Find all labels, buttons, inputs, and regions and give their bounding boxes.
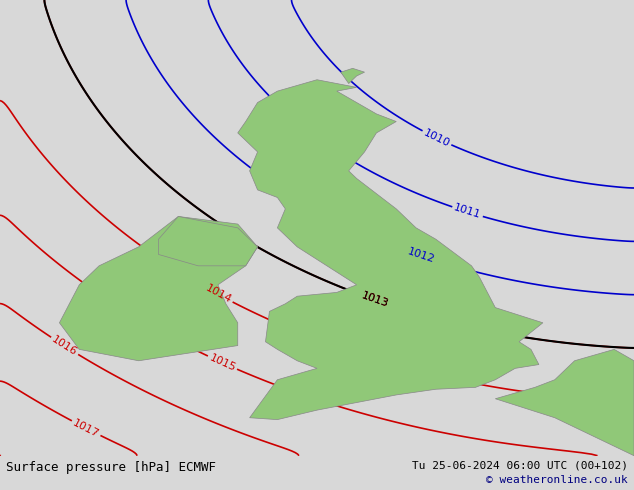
Text: 1011: 1011 (453, 203, 482, 221)
Text: 1016: 1016 (50, 334, 79, 358)
Text: Tu 25-06-2024 06:00 UTC (00+102): Tu 25-06-2024 06:00 UTC (00+102) (411, 460, 628, 470)
Polygon shape (238, 80, 543, 419)
Polygon shape (495, 349, 634, 456)
Polygon shape (158, 217, 257, 266)
Text: 1012: 1012 (406, 247, 436, 265)
Text: 1015: 1015 (207, 352, 237, 373)
Text: Surface pressure [hPa] ECMWF: Surface pressure [hPa] ECMWF (6, 461, 216, 474)
Text: 1010: 1010 (422, 127, 451, 149)
Polygon shape (341, 68, 365, 84)
Text: © weatheronline.co.uk: © weatheronline.co.uk (486, 475, 628, 486)
Text: 1014: 1014 (204, 283, 233, 306)
Text: 1017: 1017 (71, 417, 101, 439)
Polygon shape (60, 217, 257, 361)
Text: 1013: 1013 (361, 291, 390, 309)
Text: 1013: 1013 (361, 291, 390, 309)
